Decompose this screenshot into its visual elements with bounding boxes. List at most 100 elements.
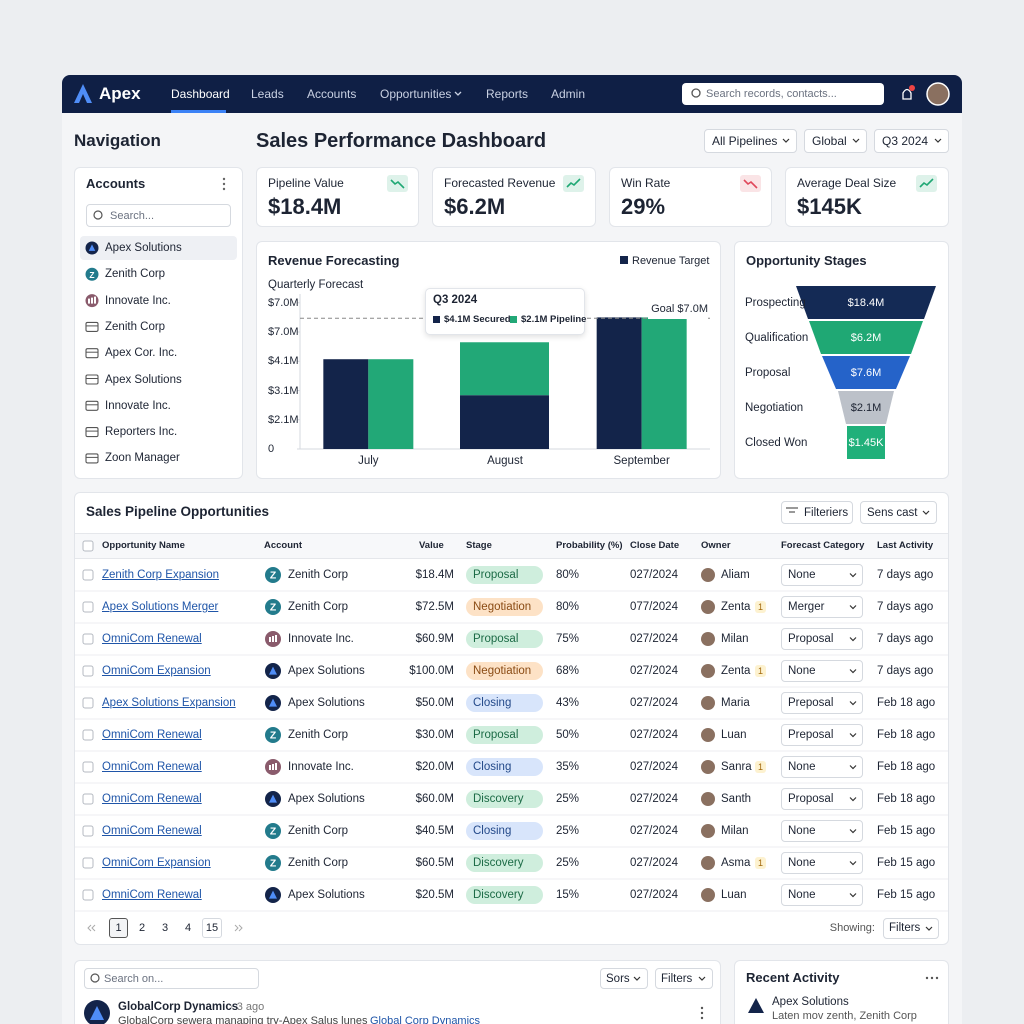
owner: Santh — [721, 793, 752, 805]
search-box[interactable] — [682, 83, 884, 105]
category: None — [788, 825, 816, 837]
opportunity-link[interactable]: OmniCom Renewal — [102, 761, 202, 773]
owner: Luan — [721, 729, 747, 741]
category: Preposal — [788, 729, 834, 741]
category-select[interactable] — [781, 628, 863, 650]
category-select[interactable] — [781, 660, 863, 682]
close-date: 027/2024 — [630, 825, 678, 837]
y-tick-label: $2.1M — [268, 413, 299, 426]
category-select[interactable] — [781, 564, 863, 586]
category-select[interactable] — [781, 820, 863, 842]
badge-bg — [755, 601, 766, 613]
opportunity-link[interactable]: OmniCom Renewal — [102, 825, 202, 837]
page-number[interactable]: 3 — [161, 922, 169, 934]
stage: Proposal — [473, 633, 519, 645]
column-header[interactable]: Opportunity Name — [102, 540, 185, 551]
page-number[interactable]: 1 — [115, 922, 122, 934]
card-title: Recent Activity — [746, 970, 840, 985]
y-tick-label: $7.0M — [268, 296, 299, 309]
column-header[interactable]: Last Activity — [877, 540, 934, 551]
stage-pill — [466, 886, 543, 904]
category-select[interactable] — [781, 884, 863, 906]
close-date: 027/2024 — [630, 761, 678, 773]
column-header[interactable]: Owner — [701, 540, 731, 551]
nav-link[interactable]: Admin — [551, 87, 586, 101]
probability: 35% — [556, 761, 580, 773]
feed-link[interactable]: Global Corp Dynamics — [370, 1015, 481, 1024]
account: Zenith Corp — [288, 569, 349, 581]
category-select[interactable] — [781, 692, 863, 714]
card — [432, 167, 596, 227]
close-date: 027/2024 — [630, 793, 678, 805]
page-box[interactable] — [202, 918, 222, 938]
value: $60.9M — [415, 633, 454, 645]
opportunity-link[interactable]: Apex Solutions Merger — [102, 601, 219, 613]
opportunity-link[interactable]: Apex Solutions Expansion — [102, 697, 236, 709]
opportunity-link[interactable]: OmniCom Renewal — [102, 889, 202, 901]
category: None — [788, 761, 816, 773]
feed-search[interactable] — [84, 968, 259, 989]
category-select[interactable] — [781, 596, 863, 618]
stage: Closing — [473, 825, 512, 837]
account-item[interactable]: Zenith Corp — [105, 268, 166, 281]
category-select[interactable] — [781, 788, 863, 810]
page-number[interactable]: 2 — [138, 922, 146, 934]
tooltip-item: $2.1M Pipeline — [521, 314, 587, 325]
opportunity-link[interactable]: OmniCom Renewal — [102, 793, 202, 805]
column-header[interactable]: Forecast Category — [781, 540, 865, 551]
stage-label: Proposal — [745, 367, 791, 379]
stage-pill — [466, 630, 543, 648]
account-item[interactable]: Apex Cor. Inc. — [105, 347, 178, 360]
x-tick-label: July — [358, 455, 379, 467]
opportunity-link[interactable]: OmniCom Expansion — [102, 857, 211, 869]
nav-title: Navigation — [74, 131, 161, 150]
account-item[interactable]: Zenith Corp — [105, 320, 166, 333]
tooltip — [425, 288, 585, 335]
kpi-value: $18.4M — [268, 194, 342, 219]
table-button[interactable] — [860, 501, 937, 524]
nav-link[interactable]: Leads — [251, 87, 284, 101]
nav-link[interactable]: Reports — [486, 87, 529, 101]
category-select[interactable] — [781, 724, 863, 746]
account-item[interactable]: Apex Solutions — [105, 373, 182, 386]
filter-select[interactable] — [704, 129, 797, 153]
feed-button[interactable] — [600, 968, 648, 989]
account-item[interactable]: Reporters Inc. — [105, 426, 178, 439]
opportunity-link[interactable]: OmniCom Renewal — [102, 729, 202, 741]
account-item[interactable]: Zoon Manager — [105, 452, 180, 465]
owner: Maria — [721, 697, 750, 709]
account-item[interactable]: Innovate Inc. — [105, 294, 171, 307]
account-item[interactable]: Apex Solutions — [105, 242, 182, 254]
probability: 50% — [556, 729, 580, 741]
page-number[interactable]: 15 — [205, 922, 219, 934]
chart-subtitle: Quarterly Forecast — [268, 279, 364, 291]
opportunity-link[interactable]: OmniCom Renewal — [102, 633, 202, 645]
column-header[interactable]: Close Date — [630, 540, 680, 551]
nav-link[interactable]: Dashboard — [171, 87, 230, 101]
page-number[interactable]: 4 — [184, 922, 192, 934]
column-header[interactable]: Account — [264, 540, 302, 551]
category-select[interactable] — [781, 852, 863, 874]
column-header[interactable]: Value — [419, 540, 444, 551]
sidebar-search[interactable] — [86, 204, 231, 227]
feed-button[interactable] — [655, 968, 713, 989]
column-header[interactable]: Stage — [466, 540, 492, 551]
feed-name: GlobalCorp Dynamics — [118, 1001, 239, 1013]
opportunity-link[interactable]: Zenith Corp Expansion — [102, 569, 219, 581]
page-box[interactable] — [109, 918, 128, 938]
owner: Sanra — [721, 761, 752, 773]
nav-link[interactable]: Accounts — [307, 87, 357, 101]
nav-link[interactable]: Opportunities — [380, 87, 452, 101]
column-header[interactable]: Probability (%) — [556, 540, 623, 551]
card-title: Accounts — [86, 176, 146, 191]
card — [734, 960, 949, 1024]
table-button[interactable] — [781, 501, 853, 524]
card — [785, 167, 949, 227]
feed-time: · 3 ago — [230, 1001, 265, 1013]
filter-label: Q3 2024 — [882, 134, 929, 148]
opportunity-link[interactable]: OmniCom Expansion — [102, 665, 211, 677]
category-select[interactable] — [781, 756, 863, 778]
filter-select[interactable] — [883, 918, 939, 939]
account-item[interactable]: Innovate Inc. — [105, 399, 171, 412]
